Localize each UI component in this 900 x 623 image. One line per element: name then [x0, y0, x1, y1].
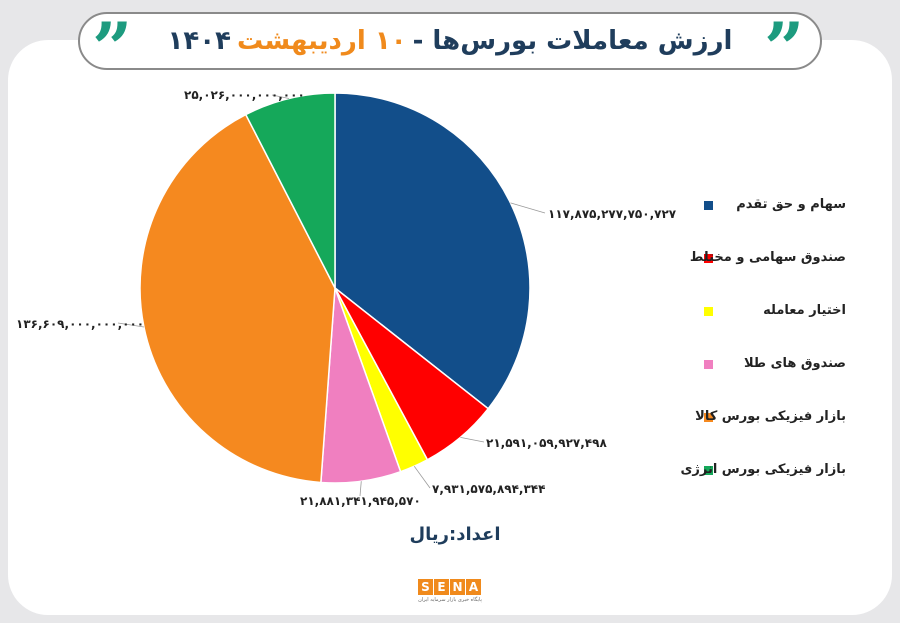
legend-swatch	[704, 254, 713, 263]
legend-label: اختیار معامله	[763, 303, 846, 318]
legend-label: سهام و حق تقدم	[736, 197, 846, 212]
legend-label: بازار فیزیکی بورس انرژی	[680, 462, 846, 477]
legend-label: صندوق های طلا	[743, 356, 846, 371]
legend-swatch	[704, 201, 713, 210]
data-label: ۱۱۷,۸۷۵,۲۷۷,۷۵۰,۷۲۷	[548, 207, 677, 221]
data-label: ۷,۹۳۱,۵۷۵,۸۹۴,۳۴۴	[432, 482, 545, 496]
leader-line	[359, 481, 362, 497]
legend-swatch	[704, 413, 713, 422]
leader-line	[460, 436, 485, 443]
leader-line	[271, 94, 290, 99]
title-date: ۱۰ اردیبهشت	[237, 26, 407, 56]
page-title: ارزش معاملات بورس‌ها - ۱۰ اردیبهشت ۱۴۰۴	[80, 14, 820, 68]
leader-line	[510, 202, 546, 214]
logo-letter: N	[450, 579, 465, 595]
logo-letter: S	[418, 579, 433, 595]
title-main: ارزش معاملات بورس‌ها -	[412, 26, 733, 56]
legend-swatch	[704, 466, 713, 475]
data-label: ۲۵,۰۲۶,۰۰۰,۰۰۰,۰۰۰	[184, 88, 305, 102]
data-label: ۲۱,۵۹۱,۰۵۹,۹۲۷,۴۹۸	[486, 436, 607, 450]
legend-label: بازار فیزیکی بورس کالا	[695, 409, 846, 424]
logo-letter: A	[466, 579, 481, 595]
logo-letter: E	[434, 579, 449, 595]
unit-label: اعداد:ریال	[409, 524, 501, 545]
quote-mark-right-icon: ”	[764, 7, 805, 90]
title-year: ۱۴۰۴	[167, 26, 232, 56]
pie-slice	[334, 92, 531, 410]
logo-tagline: پایگاه خبری بازار سرمایه ایران	[418, 597, 482, 603]
legend-swatch	[704, 307, 713, 316]
leader-line	[413, 465, 431, 489]
data-label: ۲۱,۸۸۱,۳۴۱,۹۴۵,۵۷۰	[300, 494, 421, 508]
data-label: ۱۳۶,۶۰۹,۰۰۰,۰۰۰,۰۰۰	[16, 317, 144, 331]
quote-mark-left-icon: ”	[92, 7, 133, 90]
leader-line	[117, 322, 144, 328]
legend-label: صندوق سهامی و مختلط	[689, 250, 846, 265]
legend-swatch	[704, 360, 713, 369]
title-bar: ارزش معاملات بورس‌ها - ۱۰ اردیبهشت ۱۴۰۴	[78, 12, 822, 70]
